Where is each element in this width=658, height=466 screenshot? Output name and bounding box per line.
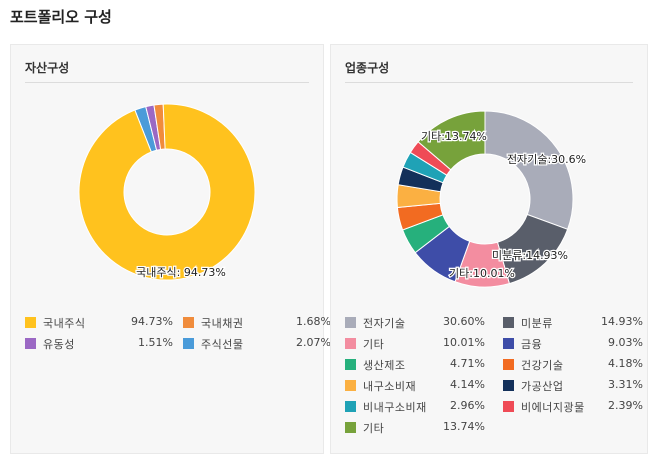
legend-label: 기타: [363, 338, 385, 351]
legend-value: 10.01%: [443, 336, 485, 349]
legend-swatch: [25, 317, 36, 328]
legend-swatch: [503, 338, 514, 349]
asset-composition-panel: 자산구성 국내주식: 94.73% 국내주식 94.73% 국내채권 1.68% 유동성…: [10, 44, 331, 454]
legend-value: 1.68%: [296, 315, 331, 328]
legend-label: 생산제조: [363, 359, 406, 372]
legend-label: 건강기술: [521, 359, 564, 372]
legend-item[interactable]: 비내구소비재 2.96%: [345, 399, 485, 415]
legend-label: 가공산업: [521, 380, 564, 393]
legend-value: 3.31%: [608, 378, 643, 391]
legend-swatch: [183, 317, 194, 328]
legend-label: 비에너지광물: [521, 401, 585, 414]
legend-value: 2.39%: [608, 399, 643, 412]
legend-swatch: [345, 422, 356, 433]
legend-item[interactable]: 유동성 1.51%: [25, 336, 173, 352]
legend-value: 2.07%: [296, 336, 331, 349]
legend-item[interactable]: 생산제조 4.71%: [345, 357, 485, 373]
legend-value: 30.60%: [443, 315, 485, 328]
legend-item[interactable]: 주식선물 2.07%: [183, 336, 331, 352]
legend-swatch: [183, 338, 194, 349]
legend-label: 기타: [363, 422, 385, 435]
legend-swatch: [345, 338, 356, 349]
slice-data-label: 전자기술:30.6%: [507, 153, 586, 166]
donut-slice-0[interactable]: [78, 103, 256, 281]
legend-item[interactable]: 국내주식 94.73%: [25, 315, 173, 331]
sector-donut-chart: 전자기술:30.6% 미분류:14.93% 기타:10.01% 기타:13.74%: [396, 110, 587, 288]
legend-item[interactable]: 미분류 14.93%: [503, 315, 643, 331]
legend-swatch: [345, 401, 356, 412]
asset-composition-title: 자산구성: [25, 61, 70, 75]
legend-swatch: [345, 380, 356, 391]
donut-slice-0[interactable]: [484, 110, 574, 230]
page-title: 포트폴리오 구성: [10, 8, 112, 26]
legend-value: 13.74%: [443, 420, 485, 433]
legend-value: 1.51%: [138, 336, 173, 349]
legend-value: 4.71%: [450, 357, 485, 370]
legend-label: 내구소비재: [363, 380, 417, 393]
legend-item[interactable]: 건강기술 4.18%: [503, 357, 643, 373]
legend-label: 유동성: [43, 338, 75, 351]
legend-item[interactable]: 비에너지광물 2.39%: [503, 399, 643, 415]
legend-swatch: [503, 317, 514, 328]
legend-item[interactable]: 기타 13.74%: [345, 420, 485, 436]
legend-value: 9.03%: [608, 336, 643, 349]
legend-value: 14.93%: [601, 315, 643, 328]
divider: [345, 82, 633, 83]
legend-swatch: [25, 338, 36, 349]
legend-swatch: [503, 359, 514, 370]
legend-item[interactable]: 금융 9.03%: [503, 336, 643, 352]
legend-swatch: [345, 359, 356, 370]
legend-value: 94.73%: [131, 315, 173, 328]
legend-label: 국내채권: [201, 317, 244, 330]
sector-composition-panel: 업종구성 전자기술:30.6% 미분류:14.93% 기타:10.01% 기타:13.…: [330, 44, 648, 454]
legend-value: 4.18%: [608, 357, 643, 370]
legend-label: 국내주식: [43, 317, 86, 330]
legend-item[interactable]: 내구소비재 4.14%: [345, 378, 485, 394]
legend-item[interactable]: 국내채권 1.68%: [183, 315, 331, 331]
legend-label: 비내구소비재: [363, 401, 427, 414]
legend-item[interactable]: 가공산업 3.31%: [503, 378, 643, 394]
legend-label: 미분류: [521, 317, 553, 330]
legend-value: 2.96%: [450, 399, 485, 412]
legend-label: 전자기술: [363, 317, 406, 330]
asset-donut-chart: 국내주식: 94.73%: [78, 103, 256, 281]
legend-swatch: [503, 380, 514, 391]
slice-data-label: 미분류:14.93%: [492, 249, 568, 262]
legend-item[interactable]: 기타 10.01%: [345, 336, 485, 352]
legend-item[interactable]: 전자기술 30.60%: [345, 315, 485, 331]
slice-data-label: 국내주식: 94.73%: [136, 266, 226, 279]
legend-swatch: [503, 401, 514, 412]
sector-composition-title: 업종구성: [345, 61, 390, 75]
legend-swatch: [345, 317, 356, 328]
slice-data-label: 기타:10.01%: [449, 267, 515, 280]
legend-label: 주식선물: [201, 338, 244, 351]
slice-data-label: 기타:13.74%: [421, 130, 487, 143]
legend-label: 금융: [521, 338, 543, 351]
divider: [25, 82, 309, 83]
donut-slice-10[interactable]: [417, 110, 486, 171]
legend-value: 4.14%: [450, 378, 485, 391]
